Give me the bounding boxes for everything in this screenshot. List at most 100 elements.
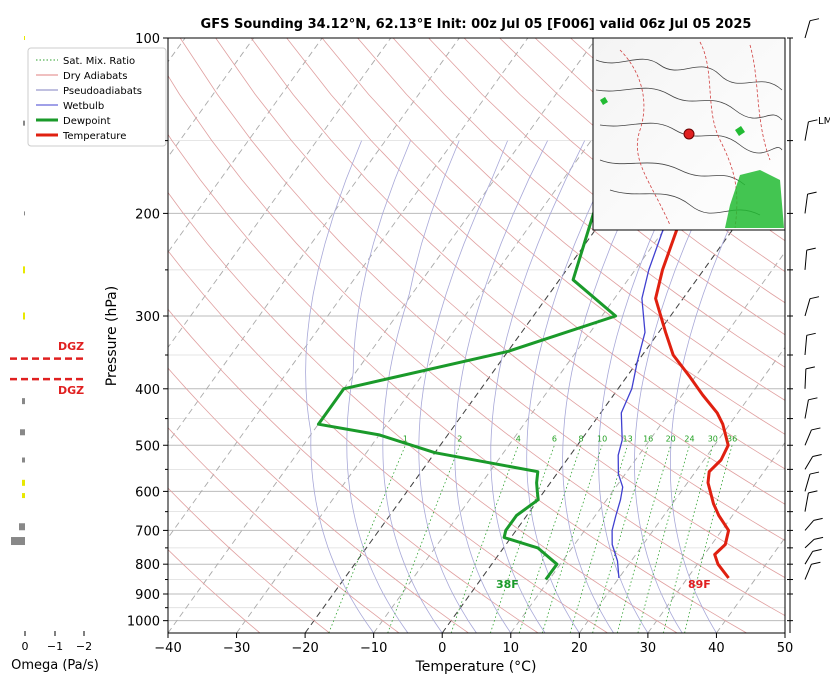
pseudoadiabat xyxy=(526,140,623,633)
x-tick-label: −20 xyxy=(291,641,318,656)
omega-bar xyxy=(23,266,25,274)
zero-isotherm xyxy=(441,156,785,633)
dry-adiabat xyxy=(463,38,785,304)
wind-barb-flag xyxy=(806,332,816,336)
mixing-ratio-label: 24 xyxy=(684,434,694,443)
pseudoadiabat xyxy=(598,140,697,633)
y-axis-ticks: 100 200 300 400 500 600 700 800 900 1000 xyxy=(127,32,168,630)
y-tick-label: 600 xyxy=(135,485,160,500)
dry-adiabat xyxy=(168,250,608,633)
x-tick-label: 30 xyxy=(640,641,657,656)
omega-bar xyxy=(24,211,25,216)
mixing-ratio-label: 36 xyxy=(727,434,737,443)
wind-barb-flag xyxy=(813,536,824,540)
mixing-ratio-line xyxy=(542,445,603,633)
surface-dewpoint-label: 38F xyxy=(496,578,519,591)
dry-adiabat xyxy=(286,38,785,470)
dgz-label-bottom: DGZ xyxy=(58,384,84,397)
y-tick-label: 1000 xyxy=(127,615,160,630)
mixing-ratio-line xyxy=(328,445,406,633)
legend-label: Wetbulb xyxy=(63,101,104,112)
wind-barb xyxy=(804,298,811,317)
omega-bar xyxy=(20,429,25,436)
omega-bar xyxy=(22,479,25,486)
isotherm-line xyxy=(168,38,597,633)
mixing-ratio-label: 4 xyxy=(516,434,521,443)
dry-adiabat xyxy=(168,133,747,633)
omega-bar xyxy=(22,493,25,499)
wind-barb xyxy=(804,194,809,214)
dry-adiabat xyxy=(168,487,330,633)
wind-barb-flag xyxy=(809,296,820,300)
mixing-ratio-line xyxy=(387,445,461,633)
x-tick-label: 50 xyxy=(777,641,794,656)
map-inset xyxy=(592,37,786,231)
wind-barb-flag xyxy=(806,247,816,251)
dry-adiabat xyxy=(250,38,785,505)
mixing-ratio-label: 6 xyxy=(552,434,557,443)
dry-adiabat xyxy=(168,191,678,633)
wind-barb-flag xyxy=(805,366,815,370)
isotherm-line xyxy=(168,38,460,444)
wind-barb-flag xyxy=(812,548,822,552)
omega-bar xyxy=(23,120,25,126)
mixing-ratio-label: 30 xyxy=(708,434,718,443)
omega-bar xyxy=(19,523,25,531)
isotherm-line xyxy=(168,38,323,253)
isotherm-line xyxy=(168,38,529,539)
x-tick-label: −40 xyxy=(154,641,181,656)
dry-adiabat xyxy=(179,38,785,579)
x-axis-ticks: −40 −30 −20 −10 0 10 20 30 40 50 xyxy=(154,633,793,656)
pseudoadiabat xyxy=(418,140,508,633)
x-tick-label: 0 xyxy=(438,641,446,656)
wind-barb xyxy=(804,250,808,270)
wind-barb-flag xyxy=(807,191,817,195)
wind-barb xyxy=(804,492,809,512)
omega-bar xyxy=(11,537,25,546)
mixing-ratio-label: 16 xyxy=(643,434,653,443)
y-tick-label: 500 xyxy=(135,439,160,454)
mixing-ratio-label: 10 xyxy=(597,434,607,443)
wind-barb xyxy=(804,456,814,470)
wind-barb xyxy=(804,429,812,446)
omega-bar xyxy=(22,398,25,405)
wind-barb xyxy=(804,551,814,565)
mixing-ratio-line xyxy=(569,445,628,633)
location-marker xyxy=(683,128,695,140)
dry-adiabat xyxy=(168,549,261,633)
dry-adiabat xyxy=(215,38,785,541)
mixing-ratio-lines xyxy=(328,445,733,633)
mixing-ratio-line xyxy=(637,445,690,633)
wind-barb xyxy=(804,564,812,580)
mixing-ratio-label: 13 xyxy=(623,434,633,443)
omega-bar xyxy=(22,457,25,463)
wind-barb-flag xyxy=(813,517,823,521)
y-axis-label: Pressure (hPa) xyxy=(104,286,120,386)
omega-axis-label: Omega (Pa/s) xyxy=(11,658,99,673)
dewpoint-line xyxy=(316,38,749,581)
legend-label: Temperature xyxy=(62,131,126,142)
wind-barb-flag xyxy=(808,490,818,494)
omega-tick-label: 0 xyxy=(22,640,29,653)
wind-barb-flag xyxy=(812,454,822,458)
wind-barb-flag xyxy=(811,427,821,431)
isotherm-line xyxy=(578,346,785,633)
omega-panel: 0 −1 −2 xyxy=(10,36,95,653)
wind-barb-flag xyxy=(809,471,820,475)
dry-adiabat xyxy=(428,38,785,336)
x-tick-label: 40 xyxy=(708,641,725,656)
legend-label: Dry Adiabats xyxy=(63,71,127,82)
isotherm-line xyxy=(168,38,254,158)
x-tick-label: 10 xyxy=(503,641,520,656)
pseudoadiabat xyxy=(305,140,375,633)
pseudoadiabat xyxy=(490,140,586,633)
mixing-ratio-line xyxy=(592,445,649,633)
lm-label: LM xyxy=(818,116,830,127)
legend-label: Sat. Mix. Ratio xyxy=(63,56,135,67)
mixing-ratio-label: 20 xyxy=(666,434,676,443)
mixing-ratio-label: 2 xyxy=(457,434,462,443)
y-tick-label: 300 xyxy=(135,310,160,325)
dry-adiabat xyxy=(168,308,539,633)
